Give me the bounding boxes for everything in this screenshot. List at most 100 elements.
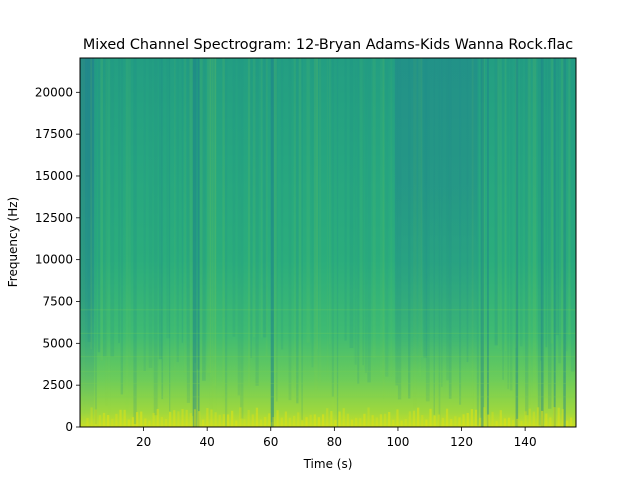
- spectral-striation: [540, 58, 542, 361]
- spectral-striation: [105, 58, 108, 407]
- low-frequency-energy: [177, 411, 180, 427]
- spectral-striation: [143, 58, 146, 372]
- spectral-striation: [420, 58, 423, 357]
- spectral-striation: [189, 58, 194, 394]
- spectral-striation: [382, 58, 385, 399]
- spectral-striation: [110, 58, 115, 357]
- low-frequency-energy: [148, 420, 151, 427]
- low-frequency-energy: [309, 414, 312, 427]
- spectral-striation: [232, 58, 236, 337]
- low-frequency-energy: [553, 407, 556, 427]
- spectral-striation: [273, 58, 277, 373]
- low-frequency-energy: [231, 410, 234, 427]
- low-frequency-energy: [359, 418, 362, 427]
- low-frequency-energy: [189, 413, 192, 427]
- spectral-striation: [570, 58, 575, 372]
- low-frequency-energy: [462, 414, 465, 427]
- low-frequency-energy: [268, 413, 271, 427]
- spectral-striation: [288, 58, 292, 401]
- spectral-striation: [301, 58, 303, 420]
- y-tick-label: 15000: [35, 169, 73, 183]
- spectral-striation: [568, 58, 571, 336]
- low-frequency-energy: [152, 412, 155, 427]
- low-frequency-energy: [131, 417, 135, 427]
- dark-break-band: [192, 58, 197, 427]
- low-frequency-energy: [350, 419, 354, 427]
- low-frequency-energy: [334, 420, 337, 427]
- spectral-striation: [331, 58, 334, 397]
- spectral-striation: [433, 58, 435, 415]
- spectral-striation: [194, 58, 196, 363]
- low-frequency-energy: [545, 413, 548, 427]
- spectral-striation: [176, 58, 179, 363]
- spectral-striation: [90, 58, 93, 350]
- low-frequency-energy: [450, 419, 453, 427]
- low-frequency-energy: [239, 407, 242, 427]
- low-frequency-energy: [173, 410, 176, 427]
- low-frequency-energy: [280, 417, 283, 427]
- spectral-striation: [560, 58, 565, 383]
- low-frequency-energy: [528, 408, 531, 427]
- spectral-striation: [423, 58, 428, 358]
- low-frequency-energy: [429, 408, 432, 427]
- low-frequency-energy: [218, 414, 221, 427]
- low-frequency-energy: [400, 420, 403, 427]
- spectral-striation: [494, 58, 498, 346]
- spectral-striation: [158, 58, 163, 360]
- low-frequency-energy: [491, 411, 494, 427]
- low-frequency-energy: [160, 416, 163, 427]
- low-frequency-energy: [264, 416, 267, 427]
- spectral-striation: [250, 58, 253, 358]
- spectral-striation: [367, 58, 371, 383]
- spectral-striation: [326, 58, 329, 380]
- low-frequency-energy: [313, 414, 316, 427]
- spectral-striation: [166, 58, 170, 339]
- low-frequency-energy: [305, 417, 308, 427]
- spectral-striation: [520, 58, 523, 347]
- spectral-striation: [306, 58, 310, 343]
- low-frequency-energy: [202, 419, 205, 427]
- low-frequency-energy: [255, 407, 259, 427]
- x-tick-label: 40: [200, 435, 215, 449]
- spectral-striation: [207, 58, 211, 374]
- spectral-striation: [425, 58, 430, 402]
- x-tick-label: 140: [514, 435, 537, 449]
- dark-break-band: [486, 58, 489, 427]
- spectral-striation: [169, 58, 171, 412]
- low-frequency-energy: [259, 419, 263, 427]
- spectral-striation: [311, 58, 314, 368]
- low-frequency-energy: [367, 407, 370, 427]
- low-frequency-energy: [86, 417, 89, 427]
- spectral-striation: [385, 58, 389, 377]
- low-frequency-energy: [144, 418, 147, 427]
- spectral-striation: [153, 58, 158, 416]
- low-frequency-energy: [94, 409, 97, 427]
- low-frequency-energy: [541, 410, 544, 427]
- spectral-striation: [349, 58, 354, 348]
- low-frequency-energy: [421, 414, 424, 427]
- low-frequency-energy: [169, 412, 172, 427]
- spectral-striation: [319, 58, 322, 383]
- y-tick-label: 2500: [42, 378, 73, 392]
- low-frequency-energy: [321, 414, 325, 427]
- low-frequency-energy: [288, 417, 292, 427]
- spectral-striation: [497, 58, 500, 349]
- low-frequency-energy: [561, 409, 564, 427]
- low-frequency-energy: [495, 420, 498, 427]
- spectral-striation: [514, 58, 518, 349]
- low-frequency-energy: [388, 411, 391, 427]
- spectral-striation: [237, 58, 240, 396]
- spectral-striation: [502, 58, 504, 380]
- spectral-striation: [240, 58, 244, 419]
- spectral-striation: [120, 58, 124, 395]
- spectral-striation: [354, 58, 357, 365]
- spectral-striation: [499, 58, 502, 351]
- low-frequency-energy: [276, 410, 279, 427]
- spectral-striation: [293, 58, 296, 388]
- dark-break-band: [480, 58, 484, 427]
- x-tick-label: 120: [450, 435, 473, 449]
- spectral-striation: [100, 58, 104, 361]
- low-frequency-energy: [301, 420, 304, 427]
- spectral-striation: [298, 58, 302, 371]
